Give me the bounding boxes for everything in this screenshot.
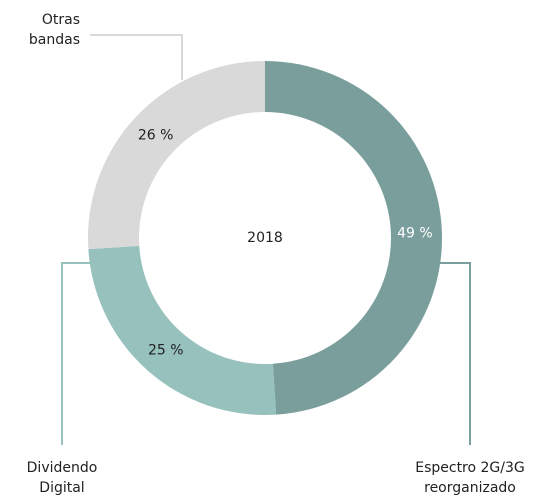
category-label-line: Digital bbox=[39, 480, 84, 496]
value-label: 26 % bbox=[138, 127, 174, 143]
category-label-line: Dividendo bbox=[27, 460, 98, 476]
leader-line bbox=[440, 262, 471, 445]
category-label: Otras bandas bbox=[29, 12, 80, 48]
category-label-line: Otras bbox=[42, 12, 80, 28]
value-label: 25 % bbox=[148, 343, 184, 359]
donut-segment bbox=[265, 61, 442, 415]
donut-segment bbox=[88, 245, 277, 415]
center-label: 2018 bbox=[247, 230, 283, 246]
leader-line bbox=[61, 262, 90, 445]
category-label: Dividendo Digital bbox=[27, 460, 98, 496]
category-label: Espectro 2G/3G reorganizado bbox=[415, 460, 525, 496]
category-label-line: bandas bbox=[29, 32, 80, 48]
category-label-line: reorganizado bbox=[424, 480, 516, 496]
category-label-line: Espectro 2G/3G bbox=[415, 460, 525, 476]
donut-segment bbox=[87, 61, 265, 250]
leader-line bbox=[90, 34, 183, 80]
value-label: 49 % bbox=[397, 225, 433, 241]
